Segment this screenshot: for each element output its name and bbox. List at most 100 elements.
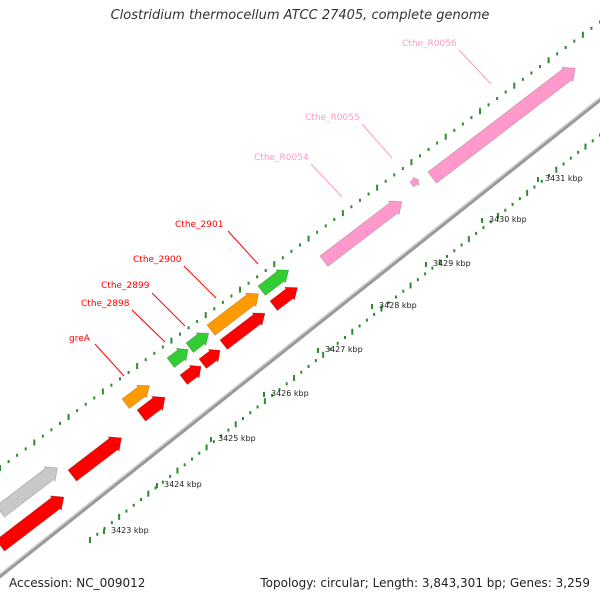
tick-mark [460,243,463,247]
tick-mark [271,393,274,397]
page-title: Clostridium thermocellum ATCC 27405, com… [110,8,490,23]
tick-mark [89,537,91,543]
tick-mark [300,370,303,374]
kbp-label: 3431 kbp [545,174,583,183]
tick-mark [367,192,370,196]
kbp-tick-mark [371,304,373,309]
gene-arrow[interactable] [185,332,210,353]
tick-mark [573,39,576,43]
tick-mark [496,96,499,100]
gene-arrow[interactable] [0,495,65,552]
tick-mark [461,122,464,126]
gene-label[interactable]: Cthe_2899 [101,281,150,291]
tick-mark [247,281,250,285]
kbp-label: 3425 kbp [218,434,256,443]
tick-mark [24,447,27,451]
kbp-label: 3429 kbp [433,259,471,268]
tick-mark [395,295,397,299]
kbp-tick-mark [537,177,539,182]
tick-mark [479,108,481,115]
tick-mark [110,521,113,525]
tick-mark [161,480,164,484]
tick-mark [431,266,434,270]
gene-label[interactable]: Cthe_R0055 [305,113,360,123]
tick-mark [212,440,215,444]
tick-mark [424,272,427,276]
kbp-label: 3427 kbp [325,345,363,354]
tick-mark [562,162,565,166]
tick-mark [169,474,172,478]
tick-mark [136,363,139,370]
gene-label[interactable]: Cthe_2901 [175,220,223,230]
tick-mark [213,307,216,311]
tick-mark [307,364,310,368]
tick-mark [234,421,237,428]
tick-mark [221,300,224,304]
tick-mark [373,312,376,316]
kbp-label: 3424 kbp [164,480,202,489]
tick-mark [161,345,164,349]
gene-label[interactable]: Cthe_2898 [81,299,130,309]
tick-mark [322,351,325,358]
tick-mark [518,197,521,201]
tick-mark [393,173,396,177]
gene-arrow[interactable] [269,286,298,311]
gene-arrow[interactable] [198,349,221,369]
tick-mark [230,294,233,298]
gene-arrow[interactable] [166,348,189,368]
gene-arrow[interactable] [206,292,259,336]
tick-mark [242,417,244,420]
gene-label[interactable]: Cthe_R0056 [402,39,457,49]
tick-mark [467,236,470,243]
kbp-tick-mark [210,437,212,442]
tick-mark [380,305,383,312]
tick-mark [358,324,361,328]
gene-arrow[interactable] [179,365,202,385]
tick-mark [564,45,567,49]
rna-arrow[interactable] [427,66,576,184]
tick-mark [336,341,339,345]
tick-mark [110,383,113,387]
tick-mark [504,208,507,212]
tick-mark [125,509,128,513]
tick-mark [103,526,106,530]
gene-arrow[interactable] [257,269,290,296]
gene-arrow[interactable] [219,312,266,350]
tick-mark [497,213,499,219]
tick-mark [384,179,387,183]
tick-mark [205,444,208,451]
tick-mark [409,282,412,289]
tick-mark [76,409,79,413]
tick-mark [555,166,558,173]
rna-arrow[interactable] [409,176,420,188]
kbp-tick-mark [103,529,105,534]
tick-mark [521,77,524,81]
tick-mark [504,90,507,94]
kbp-tick-mark [263,392,265,397]
gene-arrow[interactable] [121,384,150,409]
feature-layer [0,66,576,552]
tick-mark [376,184,379,191]
tick-mark [591,139,594,143]
tick-mark [513,82,516,89]
tick-mark [127,370,130,374]
tick-mark [530,71,533,75]
gene-label[interactable]: Cthe_2900 [133,255,182,265]
tick-layer: 3423 kbp 3424 kbp 3425 kbp 3426 kbp 3427 kbp… [0,20,600,543]
tick-mark [59,421,61,425]
tick-mark [533,185,536,189]
gene-arrow-unknown[interactable] [0,466,58,518]
label-leader-line [227,230,259,265]
tick-mark [341,210,344,217]
gene-arrow[interactable] [136,395,166,422]
tick-mark [278,388,281,392]
tick-mark [7,460,10,464]
tick-mark [526,189,529,196]
tick-mark [119,377,121,381]
tick-mark [290,249,293,253]
gene-arrow[interactable] [67,436,122,482]
gene-label[interactable]: greA [69,334,91,344]
gene-label[interactable]: Cthe_R0054 [254,153,309,163]
rna-arrow[interactable] [319,200,403,267]
